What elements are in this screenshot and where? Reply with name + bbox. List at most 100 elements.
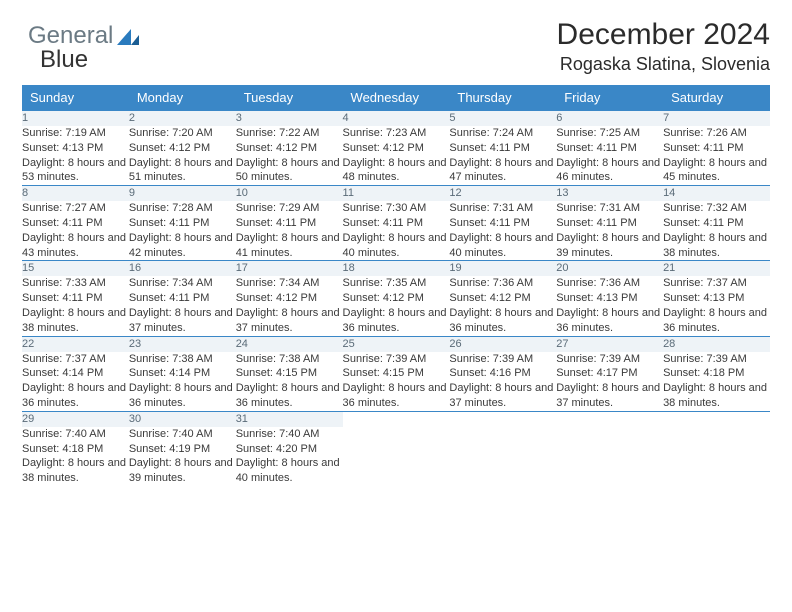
day-info-cell: Sunrise: 7:35 AMSunset: 4:12 PMDaylight:… bbox=[343, 276, 450, 336]
daylight-text: Daylight: 8 hours and 36 minutes. bbox=[663, 306, 770, 336]
weekday-header: Tuesday bbox=[236, 85, 343, 111]
day-number: 3 bbox=[236, 112, 242, 124]
sunset-text: Sunset: 4:12 PM bbox=[236, 141, 343, 156]
sunset-text: Sunset: 4:20 PM bbox=[236, 442, 343, 457]
day-number: 8 bbox=[22, 187, 28, 199]
day-number: 2 bbox=[129, 112, 135, 124]
day-number: 31 bbox=[236, 413, 248, 425]
day-number-cell bbox=[449, 411, 556, 426]
sunset-text: Sunset: 4:12 PM bbox=[343, 291, 450, 306]
sunset-text: Sunset: 4:19 PM bbox=[129, 442, 236, 457]
sunset-text: Sunset: 4:11 PM bbox=[129, 216, 236, 231]
sunrise-text: Sunrise: 7:35 AM bbox=[343, 276, 450, 291]
day-number-cell: 25 bbox=[343, 336, 450, 351]
day-number-cell: 20 bbox=[556, 261, 663, 276]
sunset-text: Sunset: 4:17 PM bbox=[556, 366, 663, 381]
day-info-cell: Sunrise: 7:31 AMSunset: 4:11 PMDaylight:… bbox=[449, 201, 556, 261]
sunrise-text: Sunrise: 7:29 AM bbox=[236, 201, 343, 216]
daylight-text: Daylight: 8 hours and 40 minutes. bbox=[343, 231, 450, 261]
day-number: 10 bbox=[236, 187, 248, 199]
day-number: 19 bbox=[449, 262, 461, 274]
day-number: 4 bbox=[343, 112, 349, 124]
day-number-cell: 3 bbox=[236, 111, 343, 126]
weekday-header: Sunday bbox=[22, 85, 129, 111]
sunrise-text: Sunrise: 7:39 AM bbox=[663, 352, 770, 367]
daylight-text: Daylight: 8 hours and 45 minutes. bbox=[663, 156, 770, 186]
day-number: 23 bbox=[129, 338, 141, 350]
daylight-text: Daylight: 8 hours and 36 minutes. bbox=[236, 381, 343, 411]
weekday-header: Wednesday bbox=[343, 85, 450, 111]
sunrise-text: Sunrise: 7:38 AM bbox=[236, 352, 343, 367]
sunset-text: Sunset: 4:11 PM bbox=[556, 141, 663, 156]
day-info-cell: Sunrise: 7:29 AMSunset: 4:11 PMDaylight:… bbox=[236, 201, 343, 261]
sunset-text: Sunset: 4:11 PM bbox=[22, 291, 129, 306]
daylight-text: Daylight: 8 hours and 39 minutes. bbox=[129, 456, 236, 486]
sunrise-text: Sunrise: 7:25 AM bbox=[556, 126, 663, 141]
sunrise-text: Sunrise: 7:33 AM bbox=[22, 276, 129, 291]
daylight-text: Daylight: 8 hours and 36 minutes. bbox=[22, 381, 129, 411]
day-info-cell: Sunrise: 7:33 AMSunset: 4:11 PMDaylight:… bbox=[22, 276, 129, 336]
day-number-cell: 5 bbox=[449, 111, 556, 126]
day-number: 6 bbox=[556, 112, 562, 124]
day-number-cell: 22 bbox=[22, 336, 129, 351]
calendar-body: 1234567Sunrise: 7:19 AMSunset: 4:13 PMDa… bbox=[22, 111, 770, 487]
sunset-text: Sunset: 4:14 PM bbox=[22, 366, 129, 381]
day-info-cell: Sunrise: 7:38 AMSunset: 4:14 PMDaylight:… bbox=[129, 352, 236, 412]
daylight-text: Daylight: 8 hours and 40 minutes. bbox=[236, 456, 343, 486]
sunrise-text: Sunrise: 7:40 AM bbox=[129, 427, 236, 442]
day-info-cell: Sunrise: 7:30 AMSunset: 4:11 PMDaylight:… bbox=[343, 201, 450, 261]
day-number-cell: 21 bbox=[663, 261, 770, 276]
day-info-cell: Sunrise: 7:27 AMSunset: 4:11 PMDaylight:… bbox=[22, 201, 129, 261]
day-number-row: 2930 31 bbox=[22, 411, 770, 426]
day-info-row: Sunrise: 7:37 AMSunset: 4:14 PMDaylight:… bbox=[22, 352, 770, 412]
sunset-text: Sunset: 4:15 PM bbox=[343, 366, 450, 381]
day-number-cell: 13 bbox=[556, 186, 663, 201]
day-number: 13 bbox=[556, 187, 568, 199]
daylight-text: Daylight: 8 hours and 48 minutes. bbox=[343, 156, 450, 186]
sunrise-text: Sunrise: 7:36 AM bbox=[556, 276, 663, 291]
day-number-cell: 12 bbox=[449, 186, 556, 201]
daylight-text: Daylight: 8 hours and 50 minutes. bbox=[236, 156, 343, 186]
sunrise-text: Sunrise: 7:40 AM bbox=[22, 427, 129, 442]
daylight-text: Daylight: 8 hours and 36 minutes. bbox=[556, 306, 663, 336]
daylight-text: Daylight: 8 hours and 41 minutes. bbox=[236, 231, 343, 261]
daylight-text: Daylight: 8 hours and 37 minutes. bbox=[236, 306, 343, 336]
day-number: 24 bbox=[236, 338, 248, 350]
daylight-text: Daylight: 8 hours and 37 minutes. bbox=[449, 381, 556, 411]
day-number-cell: 10 bbox=[236, 186, 343, 201]
day-number: 30 bbox=[129, 413, 141, 425]
day-number: 1 bbox=[22, 112, 28, 124]
sunrise-text: Sunrise: 7:31 AM bbox=[556, 201, 663, 216]
day-info-cell bbox=[556, 427, 663, 486]
sunset-text: Sunset: 4:18 PM bbox=[22, 442, 129, 457]
sunrise-text: Sunrise: 7:34 AM bbox=[236, 276, 343, 291]
day-info-cell: Sunrise: 7:37 AMSunset: 4:14 PMDaylight:… bbox=[22, 352, 129, 412]
day-number-cell: 29 bbox=[22, 411, 129, 426]
day-number: 26 bbox=[449, 338, 461, 350]
sunrise-text: Sunrise: 7:37 AM bbox=[22, 352, 129, 367]
day-number: 9 bbox=[129, 187, 135, 199]
day-number-row: 22232425262728 bbox=[22, 336, 770, 351]
day-info-cell: Sunrise: 7:40 AMSunset: 4:20 PMDaylight:… bbox=[236, 427, 343, 486]
day-number: 5 bbox=[449, 112, 455, 124]
day-info-cell: Sunrise: 7:32 AMSunset: 4:11 PMDaylight:… bbox=[663, 201, 770, 261]
sunrise-text: Sunrise: 7:39 AM bbox=[556, 352, 663, 367]
sunrise-text: Sunrise: 7:37 AM bbox=[663, 276, 770, 291]
day-info-cell: Sunrise: 7:36 AMSunset: 4:12 PMDaylight:… bbox=[449, 276, 556, 336]
day-number: 22 bbox=[22, 338, 34, 350]
sunset-text: Sunset: 4:11 PM bbox=[663, 216, 770, 231]
sunset-text: Sunset: 4:13 PM bbox=[556, 291, 663, 306]
day-info-row: Sunrise: 7:27 AMSunset: 4:11 PMDaylight:… bbox=[22, 201, 770, 261]
sunrise-text: Sunrise: 7:31 AM bbox=[449, 201, 556, 216]
day-number-cell: 19 bbox=[449, 261, 556, 276]
day-info-cell: Sunrise: 7:40 AMSunset: 4:18 PMDaylight:… bbox=[22, 427, 129, 486]
sunset-text: Sunset: 4:11 PM bbox=[22, 216, 129, 231]
day-info-cell: Sunrise: 7:37 AMSunset: 4:13 PMDaylight:… bbox=[663, 276, 770, 336]
day-info-cell bbox=[449, 427, 556, 486]
day-number-cell: 23 bbox=[129, 336, 236, 351]
sunrise-text: Sunrise: 7:32 AM bbox=[663, 201, 770, 216]
day-info-cell: Sunrise: 7:39 AMSunset: 4:16 PMDaylight:… bbox=[449, 352, 556, 412]
day-number: 18 bbox=[343, 262, 355, 274]
daylight-text: Daylight: 8 hours and 38 minutes. bbox=[663, 231, 770, 261]
day-info-cell: Sunrise: 7:34 AMSunset: 4:11 PMDaylight:… bbox=[129, 276, 236, 336]
